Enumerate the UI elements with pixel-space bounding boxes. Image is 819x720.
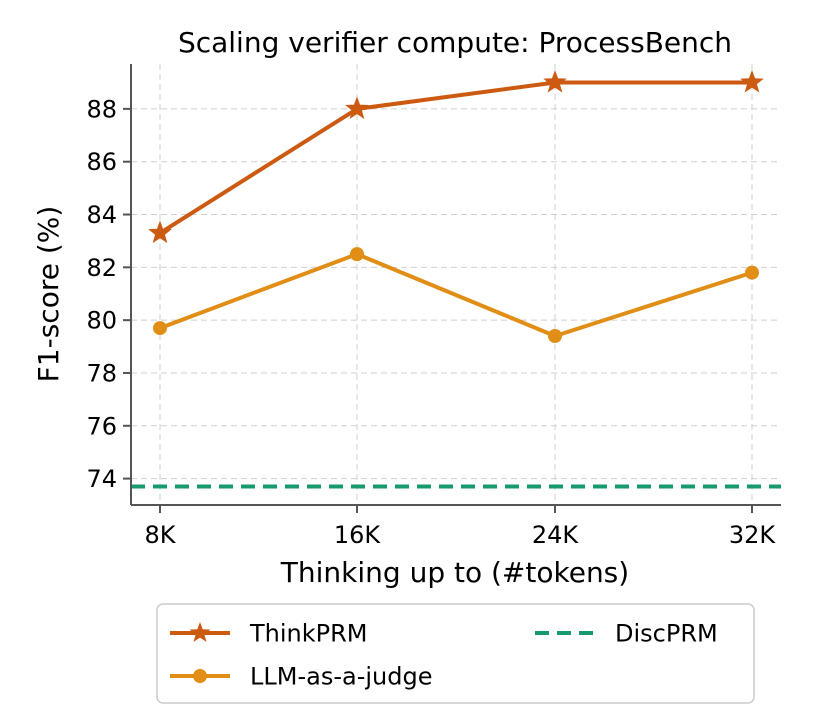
legend-item: ThinkPRM — [170, 620, 368, 648]
grid — [131, 64, 781, 505]
x-tick-label: 8K — [144, 521, 176, 549]
axes — [123, 64, 781, 513]
data-point — [345, 96, 369, 119]
x-axis-label: Thinking up to (#tokens) — [280, 556, 629, 589]
legend-label: LLM-as-a-judge — [250, 663, 432, 691]
legend: ThinkPRM LLM-as-a-judge DiscPRM — [156, 603, 755, 704]
data-point — [153, 321, 167, 336]
chart-title: Scaling verifier compute: ProcessBench — [178, 26, 732, 59]
y-tick-label: 78 — [86, 359, 117, 387]
legend-item: LLM-as-a-judge — [170, 663, 432, 691]
data-point — [548, 328, 562, 343]
y-axis-label: F1-score (%) — [32, 206, 65, 383]
y-tick-label: 82 — [86, 254, 117, 282]
series-line-llm-as-a-judge — [159, 252, 753, 338]
x-tick-label: 32K — [729, 521, 777, 549]
data-point — [543, 70, 567, 93]
data-point — [350, 247, 364, 262]
series-line-thinkprm — [158, 80, 752, 235]
legend-circle-marker — [193, 669, 207, 683]
y-tick-label: 80 — [86, 307, 117, 335]
y-tick-label: 74 — [86, 465, 117, 493]
y-tick-label: 84 — [86, 201, 117, 229]
legend-frame — [156, 603, 755, 704]
x-tick-label: 16K — [334, 521, 382, 549]
legend-star-marker — [189, 622, 211, 642]
y-tick-labels: 74 76 78 80 82 84 86 88 — [86, 95, 117, 493]
y-tick-label: 86 — [86, 148, 117, 176]
y-tick-label: 88 — [86, 95, 117, 123]
x-tick-labels: 8K 16K 24K 32K — [144, 521, 776, 549]
legend-label: DiscPRM — [615, 620, 718, 648]
series-lines — [148, 70, 764, 343]
legend-item: DiscPRM — [535, 620, 718, 648]
x-tick-label: 24K — [532, 521, 580, 549]
legend-label: ThinkPRM — [249, 620, 368, 648]
data-point — [148, 220, 172, 244]
y-tick-label: 76 — [86, 412, 117, 440]
data-point — [740, 70, 764, 93]
data-point — [745, 265, 759, 280]
